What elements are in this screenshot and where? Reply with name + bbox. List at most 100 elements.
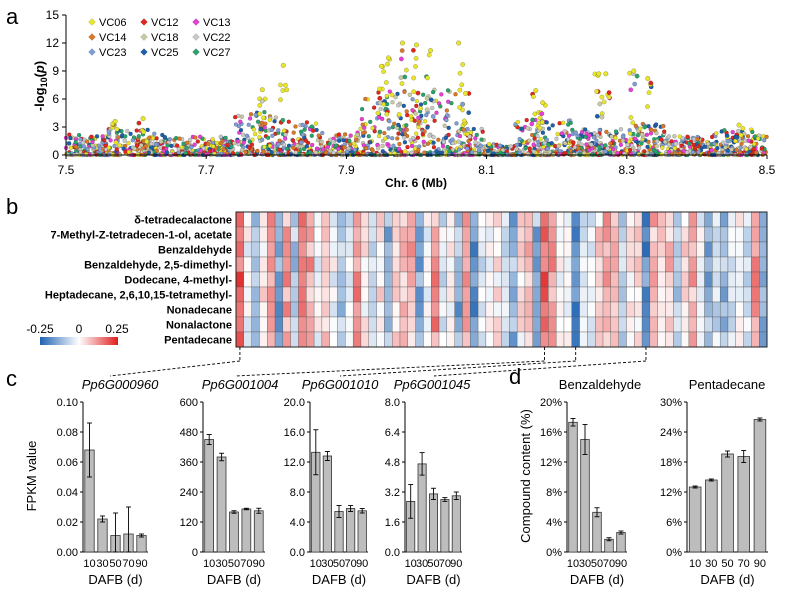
manhattan-point (408, 138, 413, 143)
heatmap-cell (509, 211, 518, 228)
heatmap-cell (360, 286, 369, 303)
bar-x-tick-label: 50 (721, 558, 733, 570)
bar-y-tick-label: 1.6 (385, 517, 400, 529)
bar-chart-Pp6G000960: 0.00 0.02 0.04 0.06 0.08 0.10 10 30 50 70 90 DAFB (… (57, 377, 160, 587)
manhattan-point (748, 144, 753, 150)
manhattan-point (566, 133, 572, 138)
manhattan-point (557, 120, 562, 126)
manhattan-peak-point (463, 90, 469, 96)
heatmap-cell (618, 211, 627, 228)
manhattan-point (395, 136, 400, 141)
heatmap-cell (665, 271, 674, 288)
manhattan-point (410, 47, 416, 53)
heatmap-cell (243, 331, 252, 348)
heatmap-cell (555, 256, 565, 273)
manhattan-point (80, 140, 86, 145)
heatmap-cell (743, 301, 752, 318)
manhattan-point (705, 141, 711, 147)
heatmap-cell (680, 286, 690, 303)
heatmap-cell (470, 211, 479, 228)
manhattan-point (404, 123, 409, 128)
heatmap-cell (462, 301, 471, 318)
heatmap-cell (384, 301, 393, 318)
manhattan-point (517, 150, 523, 155)
heatmap-cell (462, 256, 471, 273)
heatmap-cell (431, 256, 440, 273)
manhattan-point (158, 139, 164, 144)
manhattan-point (461, 118, 467, 124)
heatmap-cell (243, 316, 252, 333)
heatmap-cell (540, 211, 549, 228)
manhattan-point (740, 125, 746, 131)
heatmap-cell (485, 211, 494, 228)
heatmap-cell (516, 256, 526, 273)
manhattan-point (416, 124, 421, 130)
manhattan-point (591, 135, 597, 140)
manhattan-point (583, 127, 588, 132)
heatmap-cell (415, 316, 424, 333)
manhattan-point (259, 98, 265, 104)
heatmap-cell (384, 286, 393, 303)
heatmap-cell (477, 226, 487, 243)
manhattan-point (562, 128, 567, 134)
heatmap-cell (665, 331, 674, 348)
manhattan-point (672, 134, 677, 139)
heatmap-cell (282, 241, 291, 258)
heatmap-cell (454, 331, 463, 348)
manhattan-point (425, 75, 430, 81)
manhattan-point (721, 140, 726, 145)
manhattan-point (453, 91, 458, 97)
heatmap-cell (282, 301, 291, 318)
heatmap-cell (704, 316, 713, 333)
bar (97, 518, 108, 553)
heatmap-cell (563, 256, 573, 273)
heatmap-cell (251, 286, 260, 303)
heatmap-cell (532, 286, 541, 303)
heatmap-cell (321, 226, 330, 243)
heatmap-cell (446, 286, 455, 303)
heatmap-cell (274, 331, 284, 348)
heatmap-cell (259, 241, 268, 258)
manhattan-point (474, 132, 479, 138)
heatmap-cell (235, 211, 245, 228)
heatmap-cell (571, 211, 580, 228)
manhattan-point (350, 149, 355, 155)
heatmap-cell (313, 316, 323, 333)
heatmap-cell (259, 271, 268, 288)
manhattan-point (439, 92, 444, 97)
heatmap-cell (735, 331, 744, 348)
manhattan-point (739, 141, 744, 147)
heatmap-cell (657, 271, 666, 288)
bar-x-tick-label: 50 (427, 558, 439, 570)
manhattan-point (336, 138, 342, 143)
heatmap-cell (438, 211, 448, 228)
manhattan-point (130, 138, 136, 143)
heatmap-cell (759, 331, 768, 348)
heatmap-cell (337, 226, 346, 243)
manhattan-point (599, 114, 605, 120)
bar-x-tick-label: 90 (450, 558, 462, 570)
heatmap-cell (306, 256, 315, 273)
manhattan-point (654, 130, 659, 136)
heatmap-cell (415, 256, 424, 273)
legend-marker (192, 48, 200, 56)
manhattan-x-tick-label: 7.7 (198, 163, 215, 177)
heatmap-cell (438, 271, 448, 288)
heatmap-cell (493, 226, 502, 243)
heatmap-cell (618, 301, 627, 318)
heatmap-cell (345, 316, 354, 333)
heatmap-cell (321, 331, 330, 348)
manhattan-point (530, 117, 535, 123)
heatmap-cell (431, 316, 440, 333)
manhattan-point (84, 139, 90, 144)
manhattan-point (555, 131, 560, 137)
bar-y-tick-label: 480 (180, 427, 198, 439)
heatmap-cell (595, 271, 604, 288)
heatmap-cell (524, 316, 533, 333)
heatmap-cell (712, 241, 721, 258)
heatmap-cell (368, 226, 377, 243)
manhattan-peak-point (259, 87, 265, 93)
heatmap-cell (657, 301, 666, 318)
heatmap-cell (407, 271, 416, 288)
manhattan-point (280, 117, 286, 123)
